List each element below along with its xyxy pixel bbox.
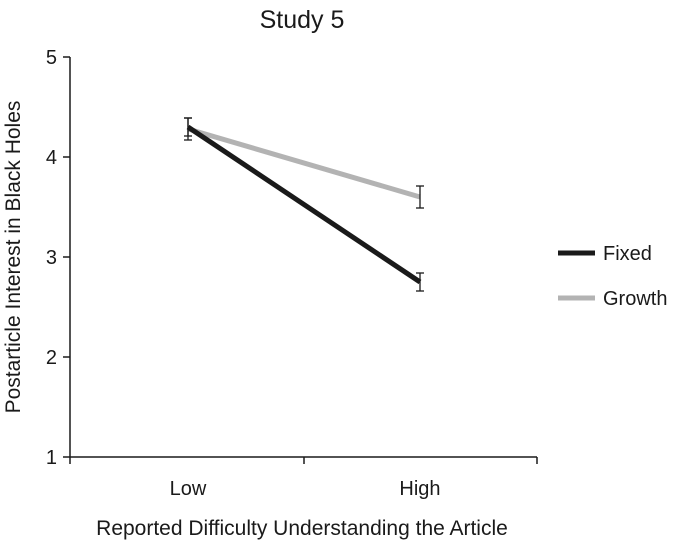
error-bar-growth	[416, 185, 424, 209]
series-layer	[184, 117, 424, 292]
y-tick-label: 5	[46, 47, 57, 69]
y-axis-label: Postarticle Interest in Black Holes	[2, 101, 25, 414]
y-tick-label: 2	[46, 347, 57, 369]
axes: 1 2 3 4 5 Low High	[46, 47, 538, 500]
x-tick-label: High	[399, 478, 440, 500]
series-line-growth	[187, 126, 421, 200]
error-bar-fixed	[184, 117, 192, 137]
chart-title: Study 5	[260, 6, 345, 34]
error-bar-fixed	[416, 272, 424, 292]
legend-label-growth: Growth	[603, 288, 667, 310]
y-tick-label: 1	[46, 447, 57, 469]
x-axis-label: Reported Difficulty Understanding the Ar…	[96, 517, 508, 540]
legend: Fixed Growth	[558, 243, 667, 310]
y-tick-label: 4	[46, 147, 57, 169]
y-tick-label: 3	[46, 247, 57, 269]
x-tick-label: Low	[170, 478, 207, 500]
legend-label-fixed: Fixed	[603, 243, 652, 265]
series-line-fixed	[186, 124, 422, 285]
